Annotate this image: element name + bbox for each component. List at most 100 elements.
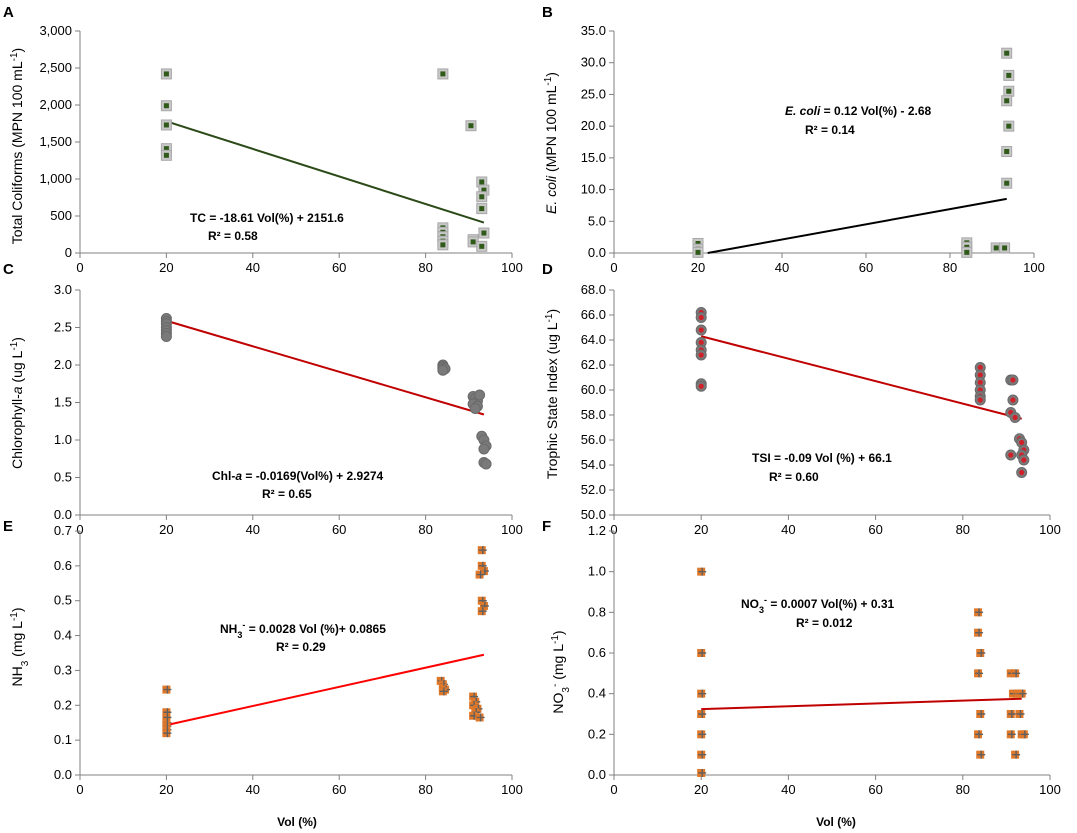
y-tick-label-f: 0.2 [588,726,606,741]
x-tick-label-f: 100 [1039,782,1061,797]
x-tick-label-f: 0 [610,782,617,797]
y-tick-label-b: 20.0 [581,118,606,133]
x-tick-label-c: 40 [246,522,260,537]
x-tick-label-f: 20 [694,782,708,797]
y-tick-label-e: 0.4 [54,628,72,643]
data-point-cross-f [1020,730,1029,739]
y-tick-label-f: 0.0 [588,767,606,782]
data-point-core-d [698,314,704,321]
equation-b: E. coli = 0.12 Vol(%) - 2.68 [785,104,931,118]
y-tick-label-a: 0 [65,245,72,260]
y-axis-label-f: NO3- (mg L-1) [550,630,572,713]
y-tick-label-e: 0.3 [54,662,72,677]
y-tick-label-b: 5.0 [588,213,606,228]
data-point-core-d [1012,414,1018,421]
data-point-core-b [1004,50,1010,56]
data-point-core-a [481,187,487,193]
y-tick-label-b: 10.0 [581,182,606,197]
data-point-c [160,331,172,342]
data-point-core-b [1004,98,1010,104]
data-point-cross-f [975,669,984,678]
y-axis-label-d: Trophic State Index (ug L-1) [544,309,561,479]
y-tick-label-b: 15.0 [581,150,606,165]
data-point-core-b [1006,123,1012,129]
y-tick-label-a: 1,500 [39,134,72,149]
y-tick-label-b: 30.0 [581,55,606,70]
y-tick-label-a: 1,000 [39,171,72,186]
data-point-core-a [470,239,476,245]
y-tick-label-c: 0.5 [54,470,72,485]
panel-c: C Chlorophyll-a (ug L-1) 0.0 0.5 1.0 1.5 2.0… [3,261,523,537]
trend-line-e [166,653,485,727]
data-point-cross-f [1016,710,1025,718]
panel-label-d: D [542,261,553,278]
y-tick-label-d: 62.0 [581,357,606,372]
data-point-cross-f [975,628,984,637]
data-point-cross-f [1018,689,1027,698]
data-point-cross-f [1012,669,1021,678]
data-point-cross-e [476,713,485,722]
y-tick-label-e: 0.5 [54,593,72,608]
plot-area-a: 0 500 1,000 1,500 2,000 2,500 3,000 0 20 40 60 80 10… [39,23,522,275]
x-tick-label-a: 0 [76,260,83,275]
data-point-core-a [163,122,169,128]
x-tick-label-a: 40 [246,260,260,275]
x-tick-label-e: 20 [159,782,173,797]
y-tick-label-c: 0.0 [54,507,72,522]
data-point-cross-f [977,649,986,657]
data-point-core-d [977,364,983,371]
r2-f: R² = 0.012 [796,616,853,630]
x-tick-label-d: 0 [610,522,617,537]
x-tick-label-e: 100 [501,782,523,797]
data-point-core-d [977,397,983,403]
trend-line-a [166,120,485,224]
y-axis-label-c: Chlorophyll-a (ug L-1) [9,337,26,469]
data-point-core-d [698,339,704,346]
equation-d: TSI = -0.09 Vol (%) + 66.1 [752,451,892,465]
data-point-core-a [163,103,169,109]
y-tick-label-e: 0.7 [54,523,72,538]
plot-area-d: 50.0 52.0 54.0 56.0 58.0 60.0 62.0 64.0 66.0 68.0… [581,282,1061,537]
r2-b: R² = 0.14 [805,123,855,137]
x-tick-label-b: 40 [775,260,789,275]
x-tick-label-e: 60 [332,782,346,797]
equation-e: NH3- = 0.0028 Vol (%)+ 0.0865 [220,620,386,640]
x-axis-label-f: Vol (%) [816,815,856,829]
y-tick-label-a: 3,000 [39,23,72,38]
trend-line-c [166,319,485,416]
data-point-core-a [440,242,446,248]
x-tick-label-c: 60 [332,522,346,537]
data-point-core-b [1006,72,1012,78]
panel-f: F NO3- (mg L-1) 0.0 0.2 0.4 0.6 0.8 1.0 1.2 0 20… [542,518,1061,829]
data-point-core-d [1010,377,1016,383]
data-point-cross-f [1007,730,1016,739]
x-tick-label-d: 80 [956,522,970,537]
data-point-core-d [1019,439,1025,446]
y-tick-label-f: 0.8 [588,604,606,619]
x-tick-label-f: 60 [868,782,882,797]
data-point-core-d [698,327,704,333]
y-tick-label-d: 54.0 [581,457,606,472]
y-tick-label-d: 64.0 [581,332,606,347]
panel-d: D Trophic State Index (ug L-1) 50.052.05… [542,261,1061,537]
data-point-core-a [163,146,169,152]
plot-area-f: 0.0 0.2 0.4 0.6 0.8 1.0 1.2 0 20 40 60 80 100 [588,523,1061,797]
data-point-core-a [479,194,485,200]
plot-area-e: 0.0 0.1 0.2 0.3 0.4 0.5 0.6 0.7 0 20 40 60 80 100 [54,523,523,797]
data-point-core-a [479,179,485,185]
data-point-core-b [964,249,970,255]
x-tick-label-a: 60 [332,260,346,275]
panel-label-b: B [542,4,553,21]
data-point-cross-f [975,608,984,617]
y-tick-label-d: 56.0 [581,432,606,447]
y-tick-label-e: 0.1 [54,732,72,747]
data-point-core-b [695,240,701,246]
data-point-core-a [481,230,487,236]
data-point-cross-f [698,768,707,777]
y-tick-label-a: 500 [50,208,72,223]
data-point-cross-f [698,649,707,657]
x-tick-label-c: 80 [418,522,432,537]
data-point-core-d [977,379,983,386]
y-axis-label-a: Total Coliforms (MPN 100 mL-1) [9,48,26,244]
x-tick-label-b: 0 [610,260,617,275]
